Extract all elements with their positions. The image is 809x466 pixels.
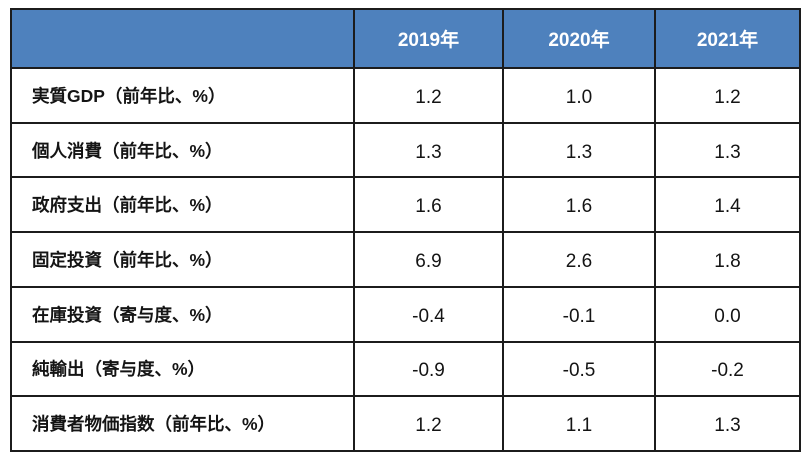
header-corner-cell <box>10 8 355 69</box>
row-label-real-gdp: 実質GDP（前年比、%） <box>10 67 355 124</box>
row-label-government-spending: 政府支出（前年比、%） <box>10 176 355 234</box>
table-row-inventory-investment: 在庫投資（寄与度、%） -0.4 -0.1 0.0 <box>10 285 801 343</box>
row-label-fixed-investment: 固定投資（前年比、%） <box>10 231 355 288</box>
header-year-2021: 2021年 <box>654 8 801 69</box>
cell-value: 1.1 <box>502 395 656 452</box>
cell-value: 2.6 <box>502 231 656 288</box>
cell-value: 1.3 <box>654 121 801 179</box>
cell-value: 6.9 <box>353 231 504 288</box>
table-body: 実質GDP（前年比、%） 1.2 1.0 1.2 個人消費（前年比、%） 1.3… <box>10 67 801 452</box>
cell-value: -0.5 <box>502 340 656 398</box>
economic-indicators-table: 2019年 2020年 2021年 実質GDP（前年比、%） 1.2 1.0 1… <box>10 8 801 452</box>
cell-value: 1.3 <box>654 395 801 452</box>
cell-value: -0.9 <box>353 340 504 398</box>
cell-value: 1.2 <box>654 67 801 124</box>
cell-value: -0.2 <box>654 340 801 398</box>
cell-value: -0.1 <box>502 285 656 343</box>
cell-value: 1.3 <box>502 121 656 179</box>
table-row-net-exports: 純輸出（寄与度、%） -0.9 -0.5 -0.2 <box>10 340 801 398</box>
table-row-consumer-price-index: 消費者物価指数（前年比、%） 1.2 1.1 1.3 <box>10 395 801 452</box>
table-row-fixed-investment: 固定投資（前年比、%） 6.9 2.6 1.8 <box>10 231 801 288</box>
header-year-2020: 2020年 <box>502 8 656 69</box>
table-row-personal-consumption: 個人消費（前年比、%） 1.3 1.3 1.3 <box>10 121 801 179</box>
table-row-real-gdp: 実質GDP（前年比、%） 1.2 1.0 1.2 <box>10 67 801 124</box>
row-label-personal-consumption: 個人消費（前年比、%） <box>10 121 355 179</box>
cell-value: 1.3 <box>353 121 504 179</box>
cell-value: 1.6 <box>353 176 504 234</box>
cell-value: -0.4 <box>353 285 504 343</box>
row-label-consumer-price-index: 消費者物価指数（前年比、%） <box>10 395 355 452</box>
cell-value: 1.8 <box>654 231 801 288</box>
row-label-inventory-investment: 在庫投資（寄与度、%） <box>10 285 355 343</box>
cell-value: 0.0 <box>654 285 801 343</box>
cell-value: 1.2 <box>353 395 504 452</box>
cell-value: 1.4 <box>654 176 801 234</box>
table-header: 2019年 2020年 2021年 <box>10 8 801 69</box>
table-row-government-spending: 政府支出（前年比、%） 1.6 1.6 1.4 <box>10 176 801 234</box>
cell-value: 1.0 <box>502 67 656 124</box>
cell-value: 1.6 <box>502 176 656 234</box>
header-year-2019: 2019年 <box>353 8 504 69</box>
header-row: 2019年 2020年 2021年 <box>10 8 801 69</box>
row-label-net-exports: 純輸出（寄与度、%） <box>10 340 355 398</box>
cell-value: 1.2 <box>353 67 504 124</box>
